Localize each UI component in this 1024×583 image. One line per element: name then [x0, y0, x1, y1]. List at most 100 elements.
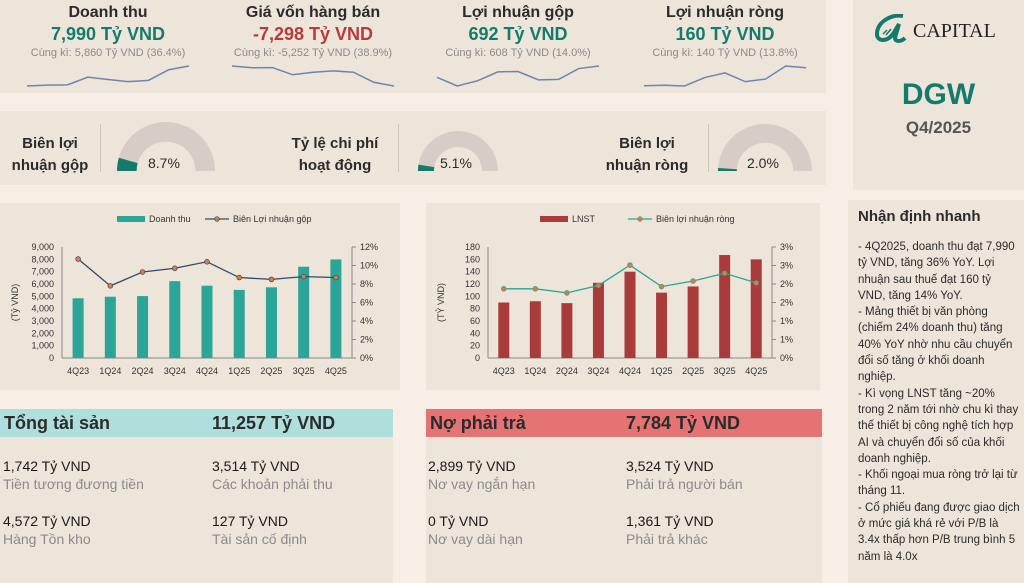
x-tick-label: 2Q25: [260, 366, 282, 376]
gauge-label-line: hoạt động: [298, 157, 372, 174]
kpi-title: Doanh thu: [68, 4, 148, 21]
y2-tick-label: 0%: [360, 353, 373, 363]
gauge-label-line: nhuận gộp: [11, 157, 89, 174]
kpi-title: Lợi nhuận ròng: [665, 4, 785, 21]
y-tick-label: 160: [465, 254, 480, 264]
divider: [100, 124, 101, 172]
item-label: Phải trả người bán: [626, 476, 743, 492]
x-tick-label: 3Q24: [587, 366, 609, 376]
net-profit-margin-chart: LNST Biên lợi nhuận ròng 0 20 40 60 80 100 120 14…: [435, 214, 793, 376]
y2-tick-label: 1%: [780, 335, 793, 345]
item-value: 127 Tỷ VND: [212, 513, 288, 529]
liabilities-panel: [426, 409, 822, 583]
y2-tick-label: 3%: [780, 242, 793, 252]
margin-point: [300, 273, 307, 280]
x-tick-label: 3Q25: [293, 366, 315, 376]
capital-logo-icon: [874, 14, 907, 43]
item-label: Tiền tương đương tiền: [3, 476, 144, 492]
y-tick-label: 5,000: [31, 291, 54, 301]
divider: [398, 124, 399, 172]
bar: [330, 259, 342, 358]
y-tick-label: 8,000: [31, 254, 54, 264]
assets-panel: [0, 409, 393, 583]
assets-total: 11,257 Tỷ VND: [212, 413, 336, 433]
y2-tick-label: 0%: [780, 353, 793, 363]
item-label: Tài sản cố định: [212, 531, 307, 547]
y2-tick-label: 2%: [780, 279, 793, 289]
bar: [498, 302, 510, 358]
x-tick-label: 2Q24: [556, 366, 578, 376]
notes-text: - 4Q2025, doanh thu đạt 7,990 tỷ VND, tă…: [858, 241, 1020, 563]
margin-point: [236, 274, 242, 281]
divider: [708, 124, 709, 172]
bar: [750, 259, 762, 358]
gauge-fill: [418, 164, 435, 171]
balance-item: 2,899 Tỷ VND Nơ vay ngắn hạn: [428, 458, 535, 492]
revenue-margin-chart: Doanh thu Biên Lợi nhuận gộp 0 1,000 2,000 3,…: [10, 214, 378, 376]
x-tick-label: 1Q25: [651, 366, 673, 376]
brand-panel: CAPITAL DGW Q4/2025: [853, 0, 1024, 190]
period: Q4/2025: [905, 118, 972, 137]
item-value: 3,524 Tỷ VND: [626, 458, 714, 474]
x-tick-label: 1Q24: [99, 366, 121, 376]
y-tick-label: 40: [470, 328, 480, 338]
y-tick-label: 1,000: [31, 341, 54, 351]
margin-point: [532, 286, 539, 292]
item-value: 1,742 Tỷ VND: [3, 458, 91, 474]
margin-point: [107, 283, 114, 289]
y-tick-label: 140: [465, 267, 480, 277]
gauge-arc: [718, 124, 812, 171]
item-value: 1,361 Tỷ VND: [626, 513, 714, 529]
kpi-card: Doanh thu 7,990 Tỷ VND Cùng kì: 5,860 Tỷ V…: [8, 0, 208, 89]
x-tick-label: 1Q24: [524, 366, 546, 376]
kpi-card: Giá vốn hàng bán -7,298 Tỷ VND Cùng kì: -5…: [213, 0, 413, 89]
bar: [561, 303, 573, 358]
margin-point: [501, 286, 507, 292]
liabilities-header: Nợ phải trả 7,784 Tỷ VND: [426, 409, 822, 437]
y2-tick-label: 8%: [360, 279, 373, 289]
item-value: 3,514 Tỷ VND: [212, 458, 300, 474]
item-label: Phải trả khác: [626, 531, 708, 547]
kpi-title: Lợi nhuận gộp: [462, 4, 574, 21]
legend-label: LNST: [572, 214, 596, 224]
sparkline-line: [231, 65, 395, 87]
margin-point: [564, 290, 570, 296]
kpi-card: Lợi nhuận ròng 160 Tỷ VND Cùng kì: 140 Tỷ …: [625, 0, 825, 89]
y2-tick-label: 2%: [360, 335, 373, 345]
balance-item: 4,572 Tỷ VND Hàng Tồn kho: [3, 513, 91, 547]
x-tick-label: 4Q25: [745, 366, 767, 376]
margin-point: [333, 274, 339, 281]
liabilities-title: Nợ phải trả: [430, 413, 526, 433]
kpi-sparkline: [231, 65, 395, 87]
balance-item: 0 Tỷ VND Nơ vay dài hạn: [428, 513, 523, 547]
assets-header: Tổng tài sản 11,257 Tỷ VND: [0, 409, 393, 437]
y-tick-label: 0: [475, 353, 480, 363]
x-tick-label: 4Q23: [493, 366, 515, 376]
kpi-value: 692 Tỷ VND: [468, 24, 568, 44]
x-tick-label: 1Q25: [228, 366, 250, 376]
bar: [104, 296, 116, 358]
item-label: Hàng Tồn kho: [3, 531, 91, 547]
bar: [656, 292, 668, 358]
kpi-title: Giá vốn hàng bán: [245, 4, 381, 21]
bar: [169, 281, 181, 358]
gauge-fill: [718, 168, 737, 171]
item-value: 4,572 Tỷ VND: [3, 513, 91, 529]
gauge-value: 8.7%: [148, 155, 180, 171]
y-tick-label: 20: [470, 341, 480, 351]
x-tick-label: 2Q24: [132, 366, 154, 376]
bar: [265, 287, 277, 358]
y-tick-label: 3,000: [31, 316, 54, 326]
assets-title: Tổng tài sản: [4, 413, 111, 433]
kpi-value: -7,298 Tỷ VND: [252, 24, 374, 44]
margin-point: [627, 262, 633, 268]
gauge-arc: [418, 131, 498, 171]
balance-item: 1,361 Tỷ VND Phải trả khác: [626, 513, 714, 547]
margin-point: [172, 265, 178, 272]
y-tick-label: 120: [465, 279, 480, 289]
x-tick-label: 4Q23: [67, 366, 89, 376]
margin-point: [690, 278, 696, 284]
kpi-compare: Cùng kì: -5,252 Tỷ VND (38.9%): [233, 47, 393, 59]
bar: [687, 286, 699, 358]
bar: [201, 285, 213, 358]
